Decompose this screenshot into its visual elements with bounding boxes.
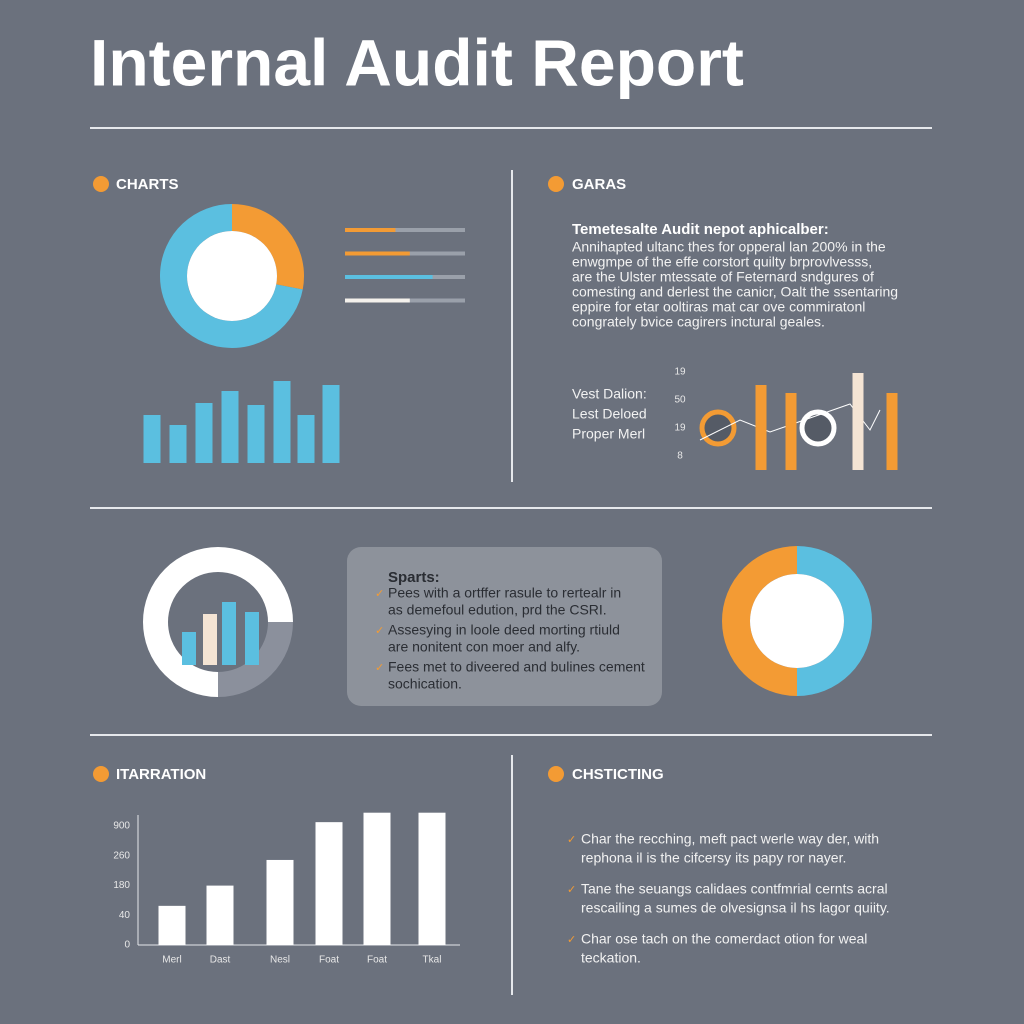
check: ✓ bbox=[375, 662, 384, 674]
text: Char ose tach on the comerdact otion for… bbox=[581, 931, 867, 947]
text: Merl bbox=[162, 955, 181, 966]
bar bbox=[852, 373, 864, 470]
text: Tkal bbox=[423, 955, 442, 966]
text: Proper Merl bbox=[572, 426, 645, 442]
section-heading: CHSTICTING bbox=[572, 766, 664, 783]
trend-line bbox=[699, 403, 881, 441]
text: 180 bbox=[113, 880, 130, 891]
text: Char the recching, meft pact werle way d… bbox=[581, 831, 879, 847]
text: Annihapted ultanc thes for opperal lan 2… bbox=[572, 239, 886, 255]
icon bbox=[699, 409, 737, 447]
bar bbox=[221, 391, 239, 463]
text: comesting and derlest the canicr, Oalt t… bbox=[572, 284, 898, 300]
bar bbox=[266, 859, 294, 945]
donut-segment bbox=[217, 621, 293, 697]
bar bbox=[363, 812, 391, 945]
text: 260 bbox=[113, 850, 130, 861]
donut-segment bbox=[143, 547, 293, 697]
bar bbox=[182, 632, 196, 665]
check: ✓ bbox=[375, 588, 384, 600]
bar bbox=[418, 812, 446, 945]
text: Tane the seuangs calidaes contfmrial cer… bbox=[581, 881, 888, 897]
progress-bar bbox=[345, 251, 410, 256]
donut-hole bbox=[187, 231, 277, 321]
text: 8 bbox=[677, 451, 683, 462]
text: 900 bbox=[113, 821, 130, 832]
text: Lest Deloed bbox=[572, 406, 647, 422]
text: Dast bbox=[210, 955, 231, 966]
note-box bbox=[347, 547, 662, 706]
bar bbox=[158, 905, 186, 945]
bar bbox=[195, 403, 213, 463]
bar bbox=[247, 405, 265, 463]
text: Foat bbox=[319, 955, 339, 966]
text: sochication. bbox=[388, 676, 462, 692]
bar bbox=[315, 822, 343, 945]
text: Fees met to diveered and bulines cement bbox=[388, 659, 645, 675]
text: 40 bbox=[119, 910, 131, 921]
text: Foat bbox=[367, 955, 387, 966]
text: are nonitent con moer and alfy. bbox=[388, 639, 580, 655]
text: 19 bbox=[674, 367, 686, 378]
bar bbox=[169, 425, 187, 463]
bar bbox=[297, 415, 315, 463]
bar bbox=[886, 393, 898, 470]
bar bbox=[245, 612, 259, 665]
text: enwgmpe of the effe corstort quilty brpr… bbox=[572, 254, 872, 270]
text: teckation. bbox=[581, 950, 641, 966]
text: Vest Dalion: bbox=[572, 386, 647, 402]
section-heading: ITARRATION bbox=[116, 766, 206, 783]
box-heading: Sparts: bbox=[388, 569, 440, 586]
bar bbox=[203, 614, 217, 665]
bullet bbox=[93, 766, 109, 782]
bar bbox=[143, 415, 161, 463]
bar bbox=[206, 885, 234, 945]
text: as demefoul edution, prd the CSRI. bbox=[388, 602, 607, 618]
bar bbox=[222, 602, 236, 665]
text: Assesying in loole deed morting rtiuld bbox=[388, 622, 620, 638]
subheading: Temetesalte Audit nepot aphicalber: bbox=[572, 221, 829, 238]
bar bbox=[322, 385, 340, 463]
bullet bbox=[548, 766, 564, 782]
check: ✓ bbox=[567, 834, 576, 846]
icon bbox=[799, 409, 837, 447]
text: Pees with a ortffer rasule to rertealr i… bbox=[388, 585, 621, 601]
bullet bbox=[548, 176, 564, 192]
donut-segment bbox=[231, 204, 304, 290]
text: are the Ulster mtessate of Feternard snd… bbox=[572, 269, 874, 285]
section-heading: GARAS bbox=[572, 176, 626, 193]
text: Nesl bbox=[270, 955, 290, 966]
text: 0 bbox=[124, 940, 130, 951]
donut-segment bbox=[722, 546, 798, 696]
section-heading: CHARTS bbox=[116, 176, 179, 193]
text: rescailing a sumes de olvesignsa il hs l… bbox=[581, 900, 890, 916]
decor-icons bbox=[699, 403, 881, 447]
title: Internal Audit Report bbox=[90, 25, 744, 99]
progress-bar bbox=[345, 275, 433, 279]
check: ✓ bbox=[567, 884, 576, 896]
donut-segment bbox=[796, 546, 872, 696]
text: congrately bvice cagirers inctural geale… bbox=[572, 314, 825, 330]
progress-bar bbox=[345, 298, 410, 303]
progress-bar bbox=[345, 228, 396, 232]
bar bbox=[755, 385, 767, 470]
bar bbox=[785, 393, 797, 470]
text: rephona il is the cifcersy its papy ror … bbox=[581, 850, 846, 866]
bullet bbox=[93, 176, 109, 192]
text: eppire for etar ooltiras mat car ove com… bbox=[572, 299, 865, 315]
donut-segment bbox=[160, 204, 303, 348]
track bbox=[345, 228, 465, 232]
text: 19 bbox=[674, 423, 686, 434]
check: ✓ bbox=[567, 934, 576, 946]
bar bbox=[273, 381, 291, 463]
text: 50 bbox=[674, 395, 686, 406]
check: ✓ bbox=[375, 625, 384, 637]
donut-hole bbox=[750, 574, 844, 668]
